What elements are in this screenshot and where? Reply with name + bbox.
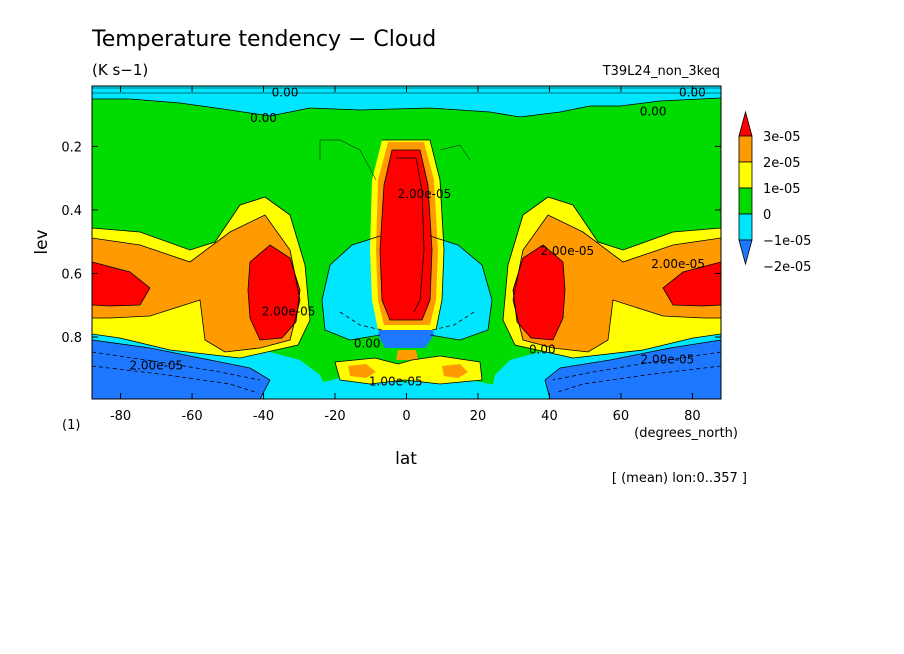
x-axis: -80 -60 -40 -20 0 20 40 60 80 bbox=[110, 86, 701, 424]
field-region-bottom-right-blue bbox=[545, 340, 721, 399]
field-region-right-red-outer bbox=[663, 262, 721, 306]
field-region-right-orange bbox=[513, 215, 721, 352]
colorbar-label: −1e-05 bbox=[763, 234, 811, 249]
field-region-bottom-yellow bbox=[335, 356, 482, 384]
contour-label: 2.00e-05 bbox=[129, 359, 183, 373]
contour-line bbox=[247, 244, 301, 341]
x-axis-units: (degrees_north) bbox=[634, 426, 738, 441]
contour-line bbox=[92, 339, 271, 399]
field-region-bottom-orange-left bbox=[348, 364, 376, 378]
contour-line bbox=[379, 149, 433, 321]
contour-line bbox=[396, 157, 425, 313]
contour-line bbox=[502, 196, 721, 359]
x-tick-label: 20 bbox=[470, 409, 487, 424]
contour-line bbox=[512, 214, 721, 353]
contour-labels: 0.00 0.00 0.00 0.00 2.00e-05 2.00e-05 2.00e-05… bbox=[129, 85, 706, 389]
contour-lines bbox=[92, 97, 721, 399]
colorbar-label: 1e-05 bbox=[763, 182, 801, 197]
x-tick-label: -20 bbox=[324, 409, 345, 424]
contour-line bbox=[319, 139, 377, 181]
x-tick-label: -80 bbox=[110, 409, 131, 424]
contour-line bbox=[439, 144, 471, 161]
contour-label: 2.00e-05 bbox=[651, 257, 705, 271]
field-region-bottom-left-blue bbox=[92, 340, 270, 399]
colorbar-label: −2e-05 bbox=[763, 260, 811, 275]
field-region-right-red-inner bbox=[513, 245, 565, 340]
contour-line bbox=[92, 261, 151, 307]
contour-label: 2.00e-05 bbox=[641, 352, 695, 366]
experiment-label: T39L24_non_3keq bbox=[602, 64, 720, 79]
contour-label: 2.00e-05 bbox=[540, 244, 594, 258]
contour-lines-negative bbox=[92, 311, 721, 393]
colorbar-label: 0 bbox=[763, 208, 771, 223]
field-region-left-red-inner bbox=[248, 245, 300, 340]
field-region-bottom-orange-center bbox=[396, 350, 418, 360]
colorbar-arrow-bottom bbox=[738, 239, 753, 266]
y-axis-units: (1) bbox=[62, 418, 80, 433]
contour-line bbox=[431, 311, 475, 331]
field-region-top-band bbox=[92, 86, 721, 117]
colorbar-swatch bbox=[738, 135, 753, 163]
field-region-left-red-outer bbox=[92, 262, 150, 306]
contour-line bbox=[382, 139, 445, 331]
contour-label: 0.00 bbox=[354, 336, 381, 350]
field-region-center-red bbox=[380, 150, 432, 320]
colorbar: 3e-05 2e-05 1e-05 0 −1e-05 −2e-05 bbox=[738, 110, 811, 275]
footnote: [ (mean) lon:0..357 ] bbox=[612, 471, 747, 486]
colorbar-swatch bbox=[738, 161, 753, 189]
field-region-left-lobe bbox=[322, 236, 380, 340]
y-axis: 0.2 0.4 0.6 0.8 bbox=[61, 140, 721, 346]
contour-line bbox=[92, 196, 311, 359]
field-region-bottom-orange-right bbox=[442, 364, 468, 378]
contour-label: 2.00e-05 bbox=[262, 305, 316, 319]
colorbar-label: 2e-05 bbox=[763, 156, 801, 171]
chart-units: (K s−1) bbox=[92, 61, 148, 79]
contour-field: 0.00 0.00 0.00 0.00 2.00e-05 2.00e-05 2.00e-05… bbox=[92, 85, 721, 399]
contour-line bbox=[321, 235, 381, 341]
contour-line bbox=[92, 351, 261, 381]
x-tick-label: -60 bbox=[181, 409, 202, 424]
contour-line bbox=[662, 261, 721, 307]
x-tick-label: -40 bbox=[253, 409, 274, 424]
contour-line bbox=[334, 355, 483, 385]
contour-label: 0.00 bbox=[272, 85, 299, 99]
contour-label: 0.00 bbox=[250, 111, 277, 125]
x-tick-label: 60 bbox=[613, 409, 630, 424]
field-region-bottom-center-cyan bbox=[300, 378, 510, 399]
chart-title: Temperature tendency − Cloud bbox=[91, 27, 436, 52]
x-tick-label: 40 bbox=[541, 409, 558, 424]
x-axis-label: lat bbox=[395, 449, 417, 469]
contour-line bbox=[429, 235, 493, 341]
x-tick-label: 0 bbox=[402, 409, 410, 424]
contour-line bbox=[92, 214, 301, 353]
contour-label: 0.00 bbox=[529, 343, 556, 357]
contour-label: 0.00 bbox=[679, 85, 706, 99]
y-tick-label: 0.8 bbox=[61, 331, 82, 346]
y-tick-label: 0.4 bbox=[61, 204, 82, 219]
contour-label: 1.00e-05 bbox=[369, 375, 423, 389]
contour-line bbox=[339, 311, 383, 331]
colorbar-swatch bbox=[738, 187, 753, 215]
y-axis-label: lev bbox=[32, 229, 52, 254]
y-tick-label: 0.6 bbox=[61, 267, 82, 282]
field-region-left-orange bbox=[92, 215, 300, 352]
contour-line bbox=[544, 339, 721, 399]
contour-line bbox=[92, 97, 721, 118]
colorbar-label: 3e-05 bbox=[763, 130, 801, 145]
y-tick-label: 0.2 bbox=[61, 140, 82, 155]
contour-line bbox=[552, 351, 721, 381]
contour-label: 2.00e-05 bbox=[398, 187, 452, 201]
colorbar-swatch bbox=[738, 213, 753, 241]
colorbar-arrow-top bbox=[738, 110, 753, 137]
x-tick-label: 80 bbox=[684, 409, 701, 424]
contour-label: 0.00 bbox=[640, 104, 667, 118]
field-region-right-lobe bbox=[430, 236, 492, 340]
contour-line bbox=[512, 244, 566, 341]
